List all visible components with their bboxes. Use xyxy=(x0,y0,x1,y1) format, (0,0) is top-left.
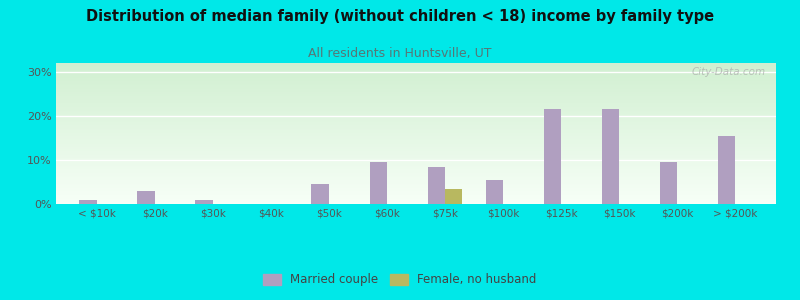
Legend: Married couple, Female, no husband: Married couple, Female, no husband xyxy=(258,269,542,291)
Bar xyxy=(428,167,445,204)
Bar xyxy=(445,189,462,204)
Bar xyxy=(311,184,329,204)
Bar xyxy=(718,136,735,204)
Text: City-Data.com: City-Data.com xyxy=(691,67,766,77)
Bar xyxy=(486,180,503,204)
Bar xyxy=(660,162,678,204)
Bar xyxy=(195,200,213,204)
Bar xyxy=(602,109,619,204)
Bar xyxy=(138,191,154,204)
Bar xyxy=(79,200,97,204)
Text: All residents in Huntsville, UT: All residents in Huntsville, UT xyxy=(308,46,492,59)
Bar xyxy=(544,109,561,204)
Bar xyxy=(370,162,387,204)
Text: Distribution of median family (without children < 18) income by family type: Distribution of median family (without c… xyxy=(86,9,714,24)
